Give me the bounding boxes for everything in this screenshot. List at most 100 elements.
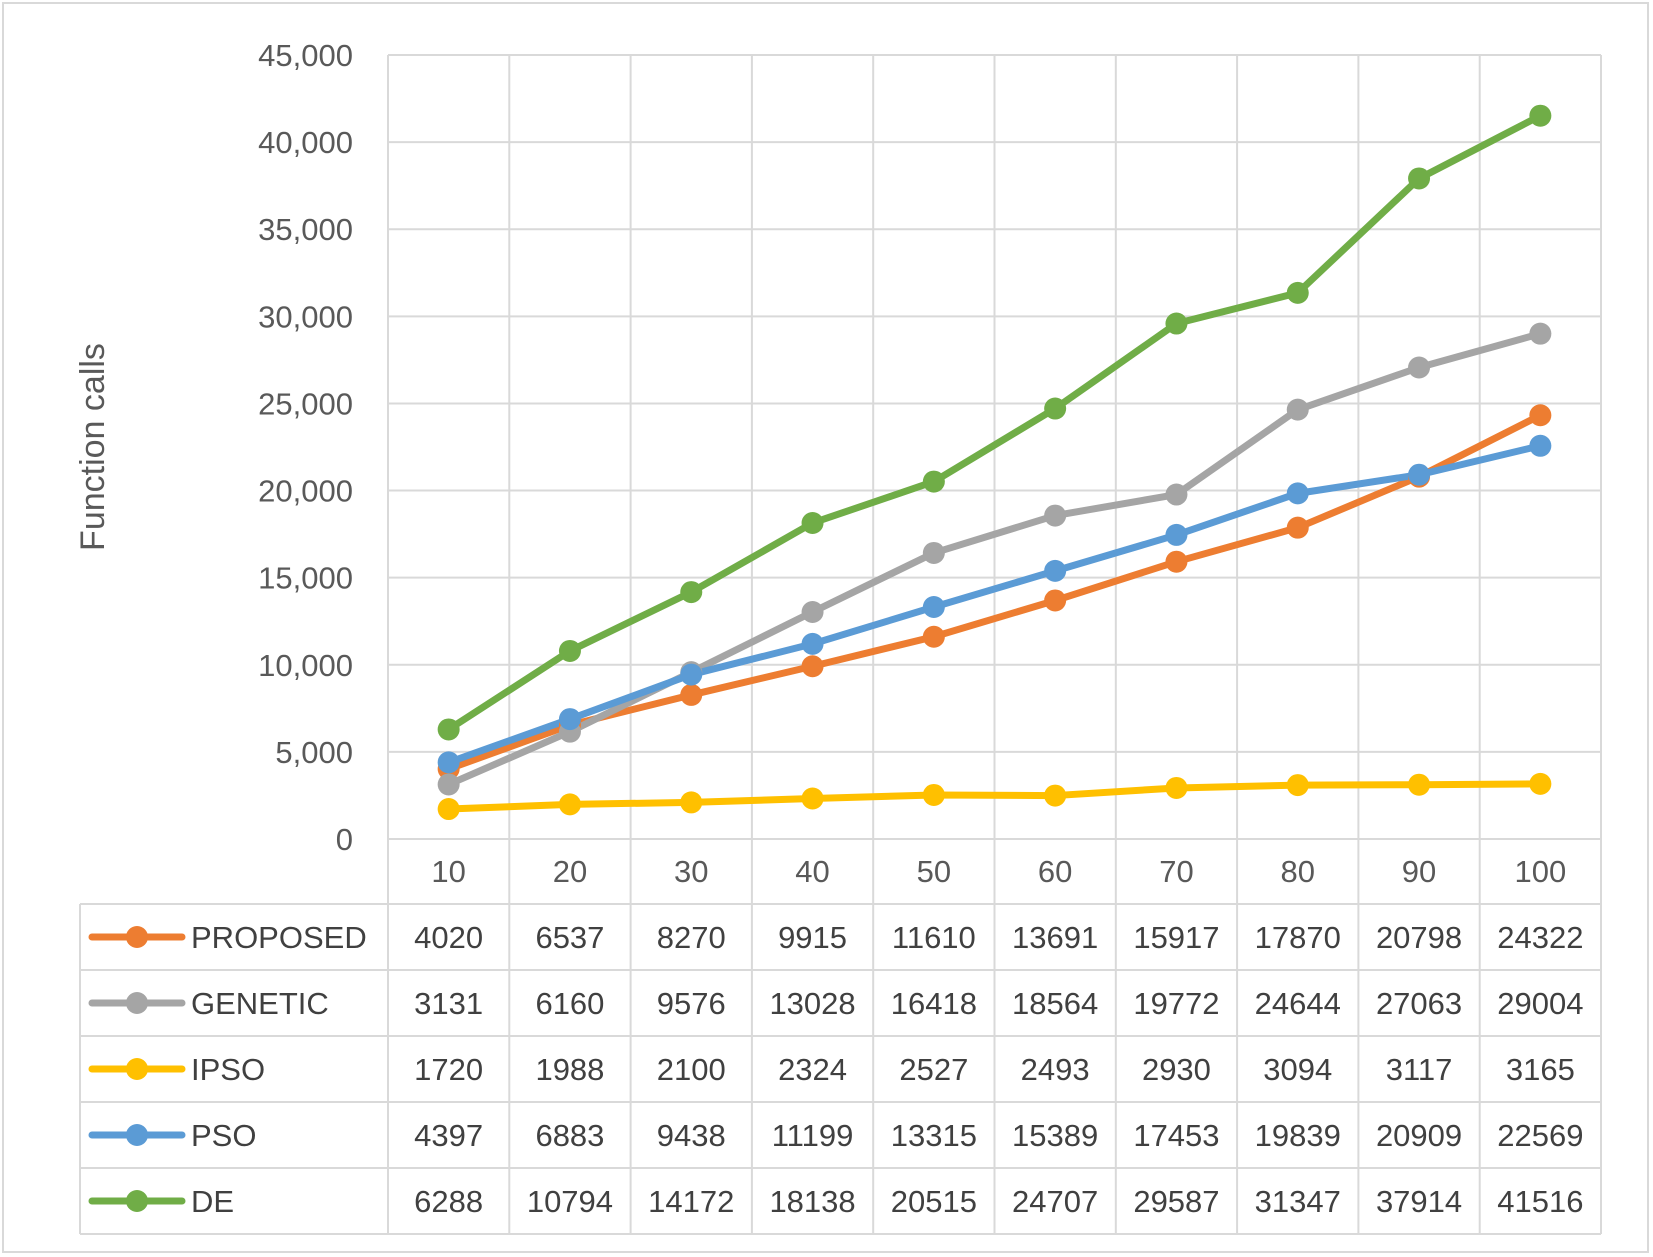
- data-point-de: [1529, 104, 1552, 127]
- data-point-pso: [1529, 434, 1552, 457]
- table-cell: 31347: [1255, 1184, 1341, 1219]
- data-point-proposed: [1286, 516, 1309, 539]
- data-point-pso: [1044, 559, 1067, 582]
- x-tick-label: 90: [1402, 854, 1436, 889]
- data-table: PROPOSED 4020 6537 8270 9915 11610 13691 15917 1…: [79, 903, 1601, 1235]
- x-tick-label: 60: [1038, 854, 1072, 889]
- data-point-ipso: [680, 791, 703, 814]
- legend-key-marker: [126, 926, 148, 948]
- legend-key-marker: [126, 992, 148, 1014]
- x-tick-label: 40: [795, 854, 829, 889]
- x-tick-label: 30: [674, 854, 708, 889]
- data-point-de: [680, 581, 703, 604]
- table-cell: 10794: [527, 1184, 613, 1219]
- table-cell: 20798: [1376, 920, 1462, 955]
- table-cell: 15389: [1012, 1118, 1098, 1153]
- data-point-proposed: [1165, 550, 1188, 573]
- data-point-de: [1408, 167, 1431, 190]
- legend-series-name: DE: [191, 1184, 234, 1219]
- series-points: [437, 104, 1552, 821]
- data-point-pso: [680, 663, 703, 686]
- legend-key-marker: [126, 1058, 148, 1080]
- x-tick-label: 10: [431, 854, 465, 889]
- data-point-de: [922, 470, 945, 493]
- x-tick-label: 80: [1281, 854, 1315, 889]
- gridlines: [387, 54, 1602, 1234]
- data-point-pso: [558, 708, 581, 731]
- table-cell: 3117: [1386, 1052, 1453, 1087]
- y-axis-ticks: 0 5,000 10,000 15,000 20,000 25,000 30,000 35,0…: [258, 38, 353, 857]
- data-point-genetic: [1044, 504, 1067, 527]
- table-cell: 3094: [1263, 1052, 1332, 1087]
- data-point-de: [1044, 397, 1067, 420]
- data-point-ipso: [1529, 772, 1552, 795]
- data-point-de: [801, 511, 824, 534]
- data-point-pso: [801, 632, 824, 655]
- data-point-pso: [437, 751, 460, 774]
- y-axis-label: Function calls: [74, 343, 112, 551]
- series-line-de: [445, 112, 1544, 733]
- table-cell: 18564: [1012, 986, 1098, 1021]
- legend-series-name: IPSO: [191, 1052, 265, 1087]
- x-tick-label: 70: [1159, 854, 1193, 889]
- data-point-pso: [1408, 463, 1431, 486]
- table-cell: 2527: [899, 1052, 968, 1087]
- table-cell: 14172: [648, 1184, 734, 1219]
- data-point-ipso: [558, 793, 581, 816]
- data-point-genetic: [1165, 483, 1188, 506]
- data-point-de: [437, 718, 460, 741]
- table-cell: 6160: [535, 986, 604, 1021]
- table-cell: 24644: [1255, 986, 1341, 1021]
- data-point-genetic: [1408, 356, 1431, 379]
- table-cell: 9438: [657, 1118, 726, 1153]
- table-cell: 17453: [1133, 1118, 1219, 1153]
- table-cell: 2493: [1021, 1052, 1090, 1087]
- legend-series-name: GENETIC: [191, 986, 329, 1021]
- data-point-genetic: [1286, 398, 1309, 421]
- series-lines: [445, 112, 1544, 813]
- table-cell: 17870: [1255, 920, 1341, 955]
- data-point-genetic: [437, 773, 460, 796]
- table-cell: 22569: [1497, 1118, 1583, 1153]
- y-tick-label: 5,000: [275, 735, 353, 770]
- table-cell: 4020: [414, 920, 483, 955]
- data-point-genetic: [801, 601, 824, 624]
- x-tick-label: 20: [553, 854, 587, 889]
- y-tick-label: 20,000: [258, 474, 353, 509]
- table-cell: 19839: [1255, 1118, 1341, 1153]
- table-cell: 2100: [657, 1052, 726, 1087]
- y-tick-label: 25,000: [258, 386, 353, 421]
- y-tick-label: 30,000: [258, 299, 353, 334]
- data-point-de: [1165, 312, 1188, 335]
- y-tick-label: 35,000: [258, 212, 353, 247]
- data-point-de: [558, 639, 581, 662]
- table-cell: 29587: [1133, 1184, 1219, 1219]
- table-cell: 8270: [657, 920, 726, 955]
- data-point-de: [1286, 281, 1309, 304]
- table-cell: 3165: [1506, 1052, 1575, 1087]
- y-tick-label: 0: [336, 822, 353, 857]
- data-point-genetic: [1529, 322, 1552, 345]
- table-cell: 37914: [1376, 1184, 1462, 1219]
- table-cell: 9576: [657, 986, 726, 1021]
- data-point-proposed: [801, 655, 824, 678]
- data-point-proposed: [922, 625, 945, 648]
- table-cell: 2930: [1142, 1052, 1211, 1087]
- x-axis-ticks: 10 20 30 40 50 60 70 80 90 100: [431, 854, 1566, 889]
- table-cell: 15917: [1133, 920, 1219, 955]
- x-tick-label: 100: [1514, 854, 1566, 889]
- data-point-proposed: [680, 683, 703, 706]
- data-point-pso: [1286, 482, 1309, 505]
- y-tick-label: 40,000: [258, 125, 353, 160]
- table-cell: 13691: [1012, 920, 1098, 955]
- data-point-pso: [1165, 523, 1188, 546]
- table-cell: 29004: [1497, 986, 1583, 1021]
- data-point-ipso: [1165, 776, 1188, 799]
- table-cell: 20909: [1376, 1118, 1462, 1153]
- table-cell: 6537: [535, 920, 604, 955]
- legend-key-marker: [126, 1190, 148, 1212]
- table-cell: 6883: [535, 1118, 604, 1153]
- table-cell: 11610: [892, 920, 976, 955]
- series-line-ipso: [445, 780, 1544, 813]
- series-line-genetic: [445, 330, 1544, 788]
